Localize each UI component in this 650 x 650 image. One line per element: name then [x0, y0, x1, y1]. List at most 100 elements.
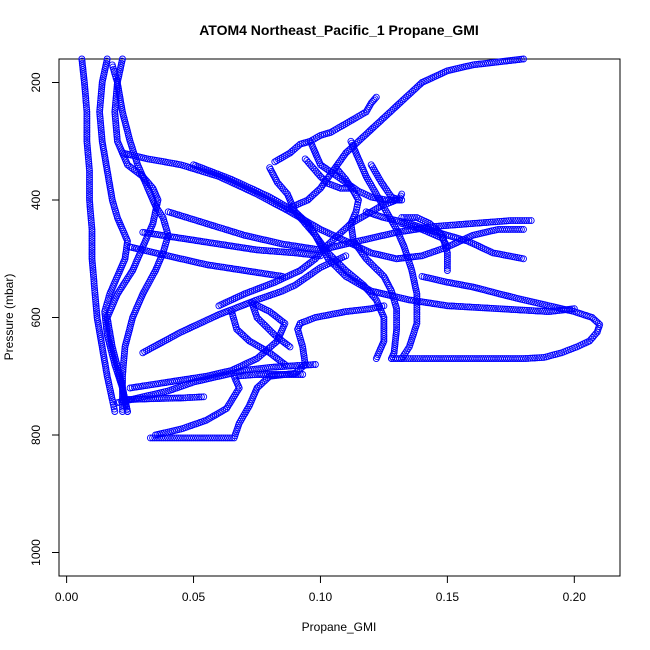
- data-point: [113, 133, 121, 141]
- data-point: [444, 221, 452, 229]
- data-point: [278, 272, 286, 280]
- data-point: [226, 399, 234, 407]
- data-point: [492, 58, 500, 66]
- data-point: [119, 366, 127, 373]
- data-point: [119, 408, 126, 415]
- data-point: [315, 265, 323, 273]
- data-point: [98, 81, 106, 89]
- data-point: [469, 220, 477, 227]
- data-point: [86, 171, 93, 179]
- data-point: [86, 198, 94, 206]
- data-point: [437, 222, 445, 230]
- data-point: [348, 116, 356, 124]
- data-point: [517, 55, 525, 63]
- data-point: [300, 250, 307, 258]
- data-point: [443, 258, 451, 266]
- data-point: [278, 371, 286, 378]
- data-point: [438, 234, 446, 242]
- data-point: [371, 188, 379, 196]
- data-point: [266, 193, 274, 201]
- data-point: [393, 305, 401, 313]
- data-point: [299, 347, 307, 355]
- data-point: [405, 355, 412, 363]
- data-point: [463, 303, 471, 311]
- data-point: [249, 339, 257, 347]
- data-point: [195, 393, 203, 401]
- plot-frame: [58, 58, 621, 577]
- data-point: [79, 66, 87, 74]
- data-point: [300, 361, 308, 369]
- data-point: [98, 133, 106, 141]
- data-point: [88, 230, 96, 238]
- data-point: [162, 434, 170, 442]
- data-point: [215, 409, 223, 417]
- data-point: [281, 361, 289, 368]
- data-point: [353, 205, 360, 213]
- data-point: [393, 321, 401, 329]
- data-point: [80, 74, 88, 82]
- data-point: [119, 381, 126, 389]
- data-point: [467, 220, 474, 228]
- data-point: [97, 88, 105, 95]
- data-point: [443, 243, 451, 251]
- data-point: [457, 303, 465, 310]
- data-point: [529, 354, 537, 362]
- data-point: [377, 198, 385, 206]
- data-point: [441, 240, 449, 247]
- data-point: [121, 347, 129, 355]
- data-point: [139, 349, 147, 357]
- data-point: [570, 305, 578, 313]
- data-point: [490, 304, 498, 312]
- data-point: [291, 362, 299, 370]
- data-point: [125, 272, 133, 280]
- data-point: [119, 386, 126, 393]
- chart-title: ATOM4 Northeast_Pacific_1 Propane_GMI: [199, 22, 479, 38]
- data-point: [280, 248, 288, 256]
- data-point: [88, 223, 96, 231]
- data-point: [86, 194, 93, 202]
- data-point: [202, 434, 210, 442]
- data-point: [88, 234, 96, 242]
- data-point: [101, 308, 109, 316]
- data-point: [323, 175, 331, 183]
- data-point: [119, 375, 126, 382]
- data-point: [391, 340, 399, 348]
- data-point: [282, 188, 290, 196]
- data-point: [489, 218, 497, 226]
- data-point: [152, 342, 160, 350]
- data-point: [317, 161, 324, 169]
- data-point: [96, 99, 104, 107]
- data-point: [501, 305, 509, 313]
- data-point: [204, 261, 212, 269]
- data-point: [277, 200, 285, 208]
- data-point: [371, 294, 379, 302]
- data-point: [413, 299, 421, 307]
- data-point: [360, 212, 368, 220]
- data-point: [515, 225, 523, 233]
- data-point: [83, 131, 91, 138]
- data-point: [170, 434, 178, 442]
- y-tick-label: 1000: [29, 539, 43, 566]
- data-point: [81, 85, 89, 93]
- y-axis: 200 400 600 800 1000: [29, 72, 60, 566]
- data-point: [86, 173, 93, 181]
- data-point: [97, 92, 105, 100]
- data-point: [538, 307, 546, 315]
- data-point: [481, 304, 489, 312]
- data-point: [443, 253, 451, 261]
- data-point: [411, 214, 419, 222]
- x-tick-label: 0.00: [55, 590, 79, 604]
- data-point: [471, 219, 479, 227]
- data-point: [81, 88, 89, 95]
- data-point: [86, 178, 93, 186]
- data-point: [354, 198, 362, 206]
- x-tick-label: 0.15: [436, 590, 460, 604]
- data-point: [377, 178, 385, 186]
- data-point: [113, 135, 121, 143]
- data-point: [329, 170, 337, 178]
- data-point: [237, 372, 245, 380]
- data-point: [454, 302, 462, 310]
- data-point: [206, 414, 214, 422]
- data-point: [88, 232, 96, 240]
- data-point: [530, 307, 537, 315]
